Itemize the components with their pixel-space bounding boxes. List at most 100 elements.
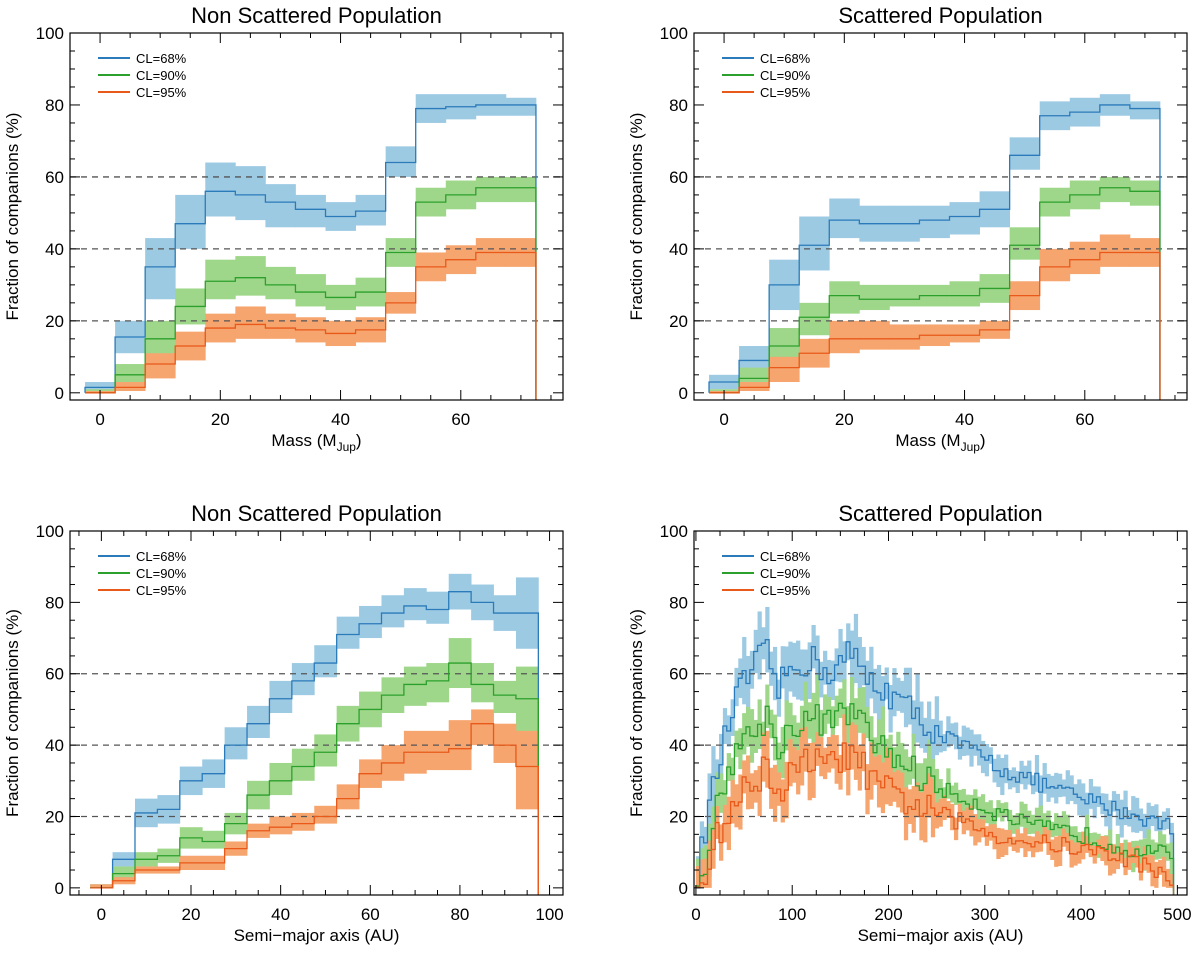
confidence-band-bin — [269, 762, 293, 796]
legend-label-1: CL=68% — [136, 549, 187, 564]
confidence-band-bin — [515, 666, 539, 735]
chart-panel-4: 0 100 200 300 400 500 0 20 40 60 80 100 Scattered Po… — [627, 501, 1192, 945]
series-line-2 — [85, 187, 537, 400]
x-tick-label: 20 — [835, 410, 854, 429]
confidence-band-bin — [291, 748, 315, 781]
series-line-1 — [708, 104, 1161, 400]
confidence-band-bin — [426, 591, 450, 624]
confidence-band-bin — [205, 162, 236, 217]
y-tick-label: 100 — [660, 522, 688, 541]
confidence-band-bin — [515, 730, 539, 810]
confidence-band-bin — [949, 324, 980, 343]
y-tick-label: 20 — [45, 807, 64, 826]
x-axis-label: Mass (MJup) — [271, 431, 361, 454]
confidence-band-bin — [889, 324, 920, 350]
y-tick-label: 40 — [669, 736, 688, 755]
confidence-band-bin — [265, 184, 296, 228]
confidence-band-bin — [949, 202, 980, 235]
confidence-band-bin — [403, 588, 427, 621]
legend-label-2: CL=90% — [136, 68, 187, 83]
confidence-band-bin — [493, 723, 517, 763]
confidence-band-bin — [1039, 248, 1071, 282]
confidence-band-bin — [1009, 227, 1041, 260]
plot-area — [694, 606, 1187, 895]
confidence-band-bin — [265, 313, 296, 339]
confidence-band-bin — [829, 320, 860, 354]
y-tick-label: 80 — [45, 593, 64, 612]
confidence-band-bin — [505, 176, 537, 203]
x-tick-label: 0 — [95, 410, 104, 429]
legend-label-2: CL=90% — [760, 566, 811, 581]
y-tick-label: 60 — [45, 168, 64, 187]
y-tick-label: 100 — [36, 522, 64, 541]
x-axis-label: Semi−major axis (AU) — [858, 926, 1024, 945]
confidence-band-bin — [829, 198, 860, 239]
legend-label-2: CL=90% — [760, 68, 811, 83]
confidence-band-bin — [739, 367, 770, 386]
band-group-2 — [709, 176, 1161, 393]
x-tick-label: 60 — [1075, 410, 1094, 429]
confidence-band-bin — [493, 680, 517, 713]
y-tick-label: 0 — [55, 879, 64, 898]
legend-label-3: CL=95% — [760, 85, 811, 100]
series-line-3 — [90, 723, 539, 895]
x-axis-label: Mass (MJup) — [895, 431, 985, 454]
confidence-band-bin — [336, 616, 360, 649]
confidence-band-bin — [269, 816, 293, 835]
legend-label-2: CL=90% — [136, 566, 187, 581]
chart-title: Non Scattered Population — [191, 3, 442, 28]
confidence-band-bin — [1099, 176, 1131, 203]
x-tick-label: 20 — [211, 410, 230, 429]
y-axis-label: Fraction of companions (%) — [627, 609, 646, 817]
confidence-band-bin — [707, 840, 712, 888]
legend-label-1: CL=68% — [760, 51, 811, 66]
confidence-band-bin — [1099, 234, 1131, 267]
x-tick-label: 100 — [778, 905, 806, 924]
axes-frame — [693, 530, 1188, 896]
confidence-band-bin — [205, 259, 236, 300]
confidence-band-bin — [829, 281, 860, 314]
plot-area — [70, 573, 563, 895]
x-tick-label: 0 — [691, 905, 700, 924]
confidence-band-bin — [115, 382, 146, 392]
x-tick-label: 40 — [271, 905, 290, 924]
chart-title: Scattered Population — [838, 3, 1042, 28]
legend: CL=68% CL=90% CL=95% — [722, 51, 811, 100]
series-line-3 — [85, 251, 537, 400]
series-line-3 — [695, 742, 1175, 895]
confidence-band-bin — [949, 281, 980, 307]
confidence-band-bin — [145, 238, 176, 300]
legend-label-3: CL=95% — [136, 85, 187, 100]
confidence-band-bin — [426, 730, 450, 771]
y-tick-label: 100 — [36, 24, 64, 43]
confidence-band-bin — [1169, 874, 1174, 888]
y-tick-label: 0 — [55, 384, 64, 403]
confidence-band-bin — [1069, 241, 1101, 275]
confidence-band-bin — [336, 784, 360, 810]
confidence-band-bin — [739, 346, 770, 372]
chart-title: Non Scattered Population — [191, 501, 442, 526]
series-line-1 — [90, 591, 539, 895]
confidence-band-bin — [859, 320, 890, 350]
series-line-2 — [90, 662, 539, 895]
band-group-3 — [709, 234, 1161, 393]
x-tick-label: 40 — [955, 410, 974, 429]
y-tick-label: 20 — [45, 312, 64, 331]
confidence-band-bin — [381, 595, 405, 628]
confidence-band-bin — [355, 194, 387, 226]
confidence-band-bin — [703, 858, 708, 888]
y-tick-label: 20 — [669, 807, 688, 826]
confidence-band-bin — [769, 356, 800, 383]
y-tick-label: 60 — [669, 168, 688, 187]
confidence-band-bin — [295, 274, 326, 307]
confidence-band-bin — [224, 727, 248, 760]
confidence-band-bin — [265, 266, 296, 300]
series-line-3 — [709, 251, 1161, 400]
confidence-band-bin — [1165, 868, 1171, 888]
series-line-1 — [84, 104, 537, 400]
legend: CL=68% CL=90% CL=95% — [722, 549, 811, 598]
axes-frame — [69, 530, 564, 896]
confidence-band-bin — [247, 705, 270, 738]
legend: CL=68% CL=90% CL=95% — [98, 549, 187, 598]
